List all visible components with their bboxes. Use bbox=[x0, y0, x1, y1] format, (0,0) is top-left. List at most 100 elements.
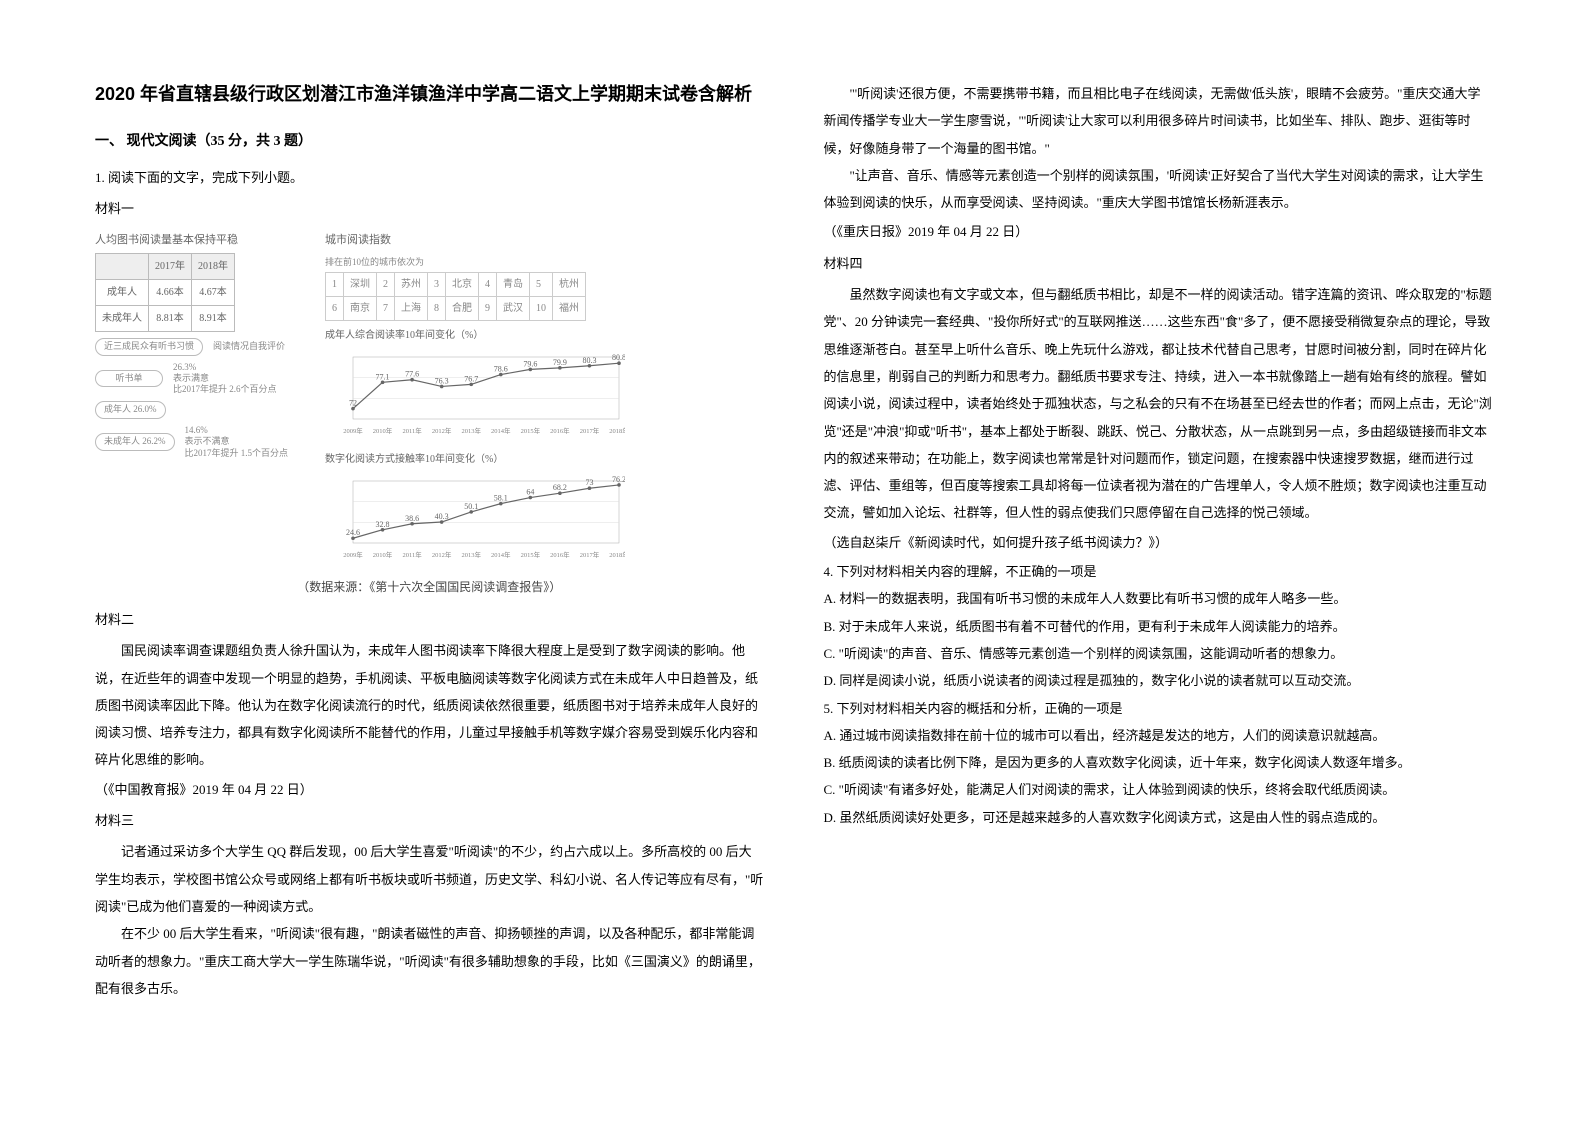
svg-text:2010年: 2010年 bbox=[373, 550, 393, 559]
svg-text:2011年: 2011年 bbox=[402, 426, 422, 435]
q5-option-a: A. 通过城市阅读指数排在前十位的城市可以看出，经济越是发达的地方，人们的阅读意… bbox=[824, 722, 1493, 749]
svg-text:2012年: 2012年 bbox=[432, 550, 452, 559]
panel2-title: 城市阅读指数 bbox=[325, 229, 645, 252]
svg-text:50.1: 50.1 bbox=[464, 502, 478, 511]
svg-text:76.7: 76.7 bbox=[464, 374, 478, 383]
q4-option-d: D. 同样是阅读小说，纸质小说读者的阅读过程是孤独的，数字化小说的读者就可以互动… bbox=[824, 667, 1493, 694]
rank-cell: 合肥 bbox=[446, 296, 479, 320]
side-text: 比2017年提升 2.6个百分点 bbox=[173, 384, 277, 395]
mat4-p1: 虽然数字阅读也有文字或文本，但与翻纸质书相比，却是不一样的阅读活动。错字连篇的资… bbox=[824, 281, 1493, 527]
bubble-adult-pct: 成年人 26.0% bbox=[95, 401, 166, 419]
material-4-label: 材料四 bbox=[824, 250, 1493, 277]
svg-text:2018年: 2018年 bbox=[609, 550, 625, 559]
svg-text:2015年: 2015年 bbox=[521, 426, 541, 435]
rank-cell: 青岛 bbox=[497, 272, 530, 296]
bubble-listen-list: 听书单 bbox=[95, 370, 163, 388]
svg-text:2014年: 2014年 bbox=[491, 426, 511, 435]
svg-text:79.6: 79.6 bbox=[523, 359, 537, 368]
material-3-label: 材料三 bbox=[95, 807, 764, 834]
rank-cell: 南京 bbox=[344, 296, 377, 320]
rank-cell: 3 bbox=[428, 272, 446, 296]
svg-text:80.3: 80.3 bbox=[582, 356, 596, 365]
rank-cell: 杭州 bbox=[553, 272, 586, 296]
rank-cell: 北京 bbox=[446, 272, 479, 296]
mat2-source: （《中国教育报》2019 年 04 月 22 日） bbox=[95, 776, 764, 803]
svg-text:32.8: 32.8 bbox=[376, 520, 390, 529]
rank-cell: 8 bbox=[428, 296, 446, 320]
svg-text:76.3: 76.3 bbox=[435, 376, 449, 385]
side-text: 比2017年提升 1.5个百分点 bbox=[185, 448, 289, 459]
q5-option-b: B. 纸质阅读的读者比例下降，是因为更多的人喜欢数字化阅读，近十年来，数字化阅读… bbox=[824, 749, 1493, 776]
table-cell: 8.81本 bbox=[149, 305, 192, 331]
q5-stem: 5. 下列对材料相关内容的概括和分析，正确的一项是 bbox=[824, 695, 1493, 722]
svg-text:2017年: 2017年 bbox=[580, 550, 600, 559]
right-column: "'听阅读'还很方便，不需要携带书籍，而且相比电子在线阅读，无需做'低头族'，眼… bbox=[824, 80, 1493, 1002]
svg-text:2009年: 2009年 bbox=[343, 550, 363, 559]
panel1-title: 人均图书阅读量基本保持平稳 bbox=[95, 229, 305, 252]
rank-cell: 4 bbox=[479, 272, 497, 296]
rank-cell: 7 bbox=[377, 296, 395, 320]
svg-text:77.1: 77.1 bbox=[376, 372, 390, 381]
city-rank-table: 1 深圳 2 苏州 3 北京 4 青岛 5 杭州 6 bbox=[325, 272, 586, 321]
left-column: 2020 年省直辖县级行政区划潜江市渔洋镇渔洋中学高二语文上学期期末试卷含解析 … bbox=[95, 80, 764, 1002]
svg-text:2010年: 2010年 bbox=[373, 426, 393, 435]
document-title: 2020 年省直辖县级行政区划潜江市渔洋镇渔洋中学高二语文上学期期末试卷含解析 bbox=[95, 80, 764, 109]
svg-text:2017年: 2017年 bbox=[580, 426, 600, 435]
table-cell: 未成年人 bbox=[96, 305, 149, 331]
material-1-label: 材料一 bbox=[95, 195, 764, 222]
page-container: 2020 年省直辖县级行政区划潜江市渔洋镇渔洋中学高二语文上学期期末试卷含解析 … bbox=[0, 0, 1587, 1042]
side-text: 表示满意 bbox=[173, 373, 277, 384]
svg-text:77.6: 77.6 bbox=[405, 369, 419, 378]
chart1-title: 成年人综合阅读率10年间变化（%） bbox=[325, 325, 645, 346]
svg-text:2015年: 2015年 bbox=[521, 550, 541, 559]
side-pct: 26.3% bbox=[173, 362, 277, 373]
rank-cell: 5 bbox=[530, 272, 553, 296]
figure-caption: （数据来源：《第十六次全国国民阅读调查报告》） bbox=[95, 575, 764, 600]
chart1-svg: 7277.177.676.376.778.679.679.980.380.820… bbox=[325, 347, 625, 437]
chart2-svg: 24.632.838.640.350.158.16468.27376.22009… bbox=[325, 471, 625, 561]
svg-text:73: 73 bbox=[585, 478, 593, 487]
chart2-title: 数字化阅读方式接触率10年间变化（%） bbox=[325, 449, 645, 470]
svg-text:2012年: 2012年 bbox=[432, 426, 452, 435]
mat4-source: （选自赵柒斤《新阅读时代，如何提升孩子纸书阅读力？》） bbox=[824, 529, 1493, 556]
bubble-listen-habit: 近三成民众有听书习惯 bbox=[95, 338, 203, 356]
svg-text:24.6: 24.6 bbox=[346, 528, 360, 537]
mat3-p2: 在不少 00 后大学生看来，"听阅读"很有趣，"朗读者磁性的声音、抑扬顿挫的声调… bbox=[95, 920, 764, 1002]
svg-text:58.1: 58.1 bbox=[494, 493, 508, 502]
rank-cell: 9 bbox=[479, 296, 497, 320]
rank-cell: 10 bbox=[530, 296, 553, 320]
svg-text:2016年: 2016年 bbox=[550, 550, 570, 559]
rank-cell: 深圳 bbox=[344, 272, 377, 296]
rank-cell: 福州 bbox=[553, 296, 586, 320]
q5-option-c: C. "听阅读"有诸多好处，能满足人们对阅读的需求，让人体验到阅读的快乐，终将会… bbox=[824, 776, 1493, 803]
material-2-label: 材料二 bbox=[95, 606, 764, 633]
rank-cell: 2 bbox=[377, 272, 395, 296]
q4-option-a: A. 材料一的数据表明，我国有听书习惯的未成年人人数要比有听书习惯的成年人略多一… bbox=[824, 585, 1493, 612]
table-header: 2017年 bbox=[149, 253, 192, 279]
q5-option-d: D. 虽然纸质阅读好处更多，可还是越来越多的人喜欢数字化阅读方式，这是由人性的弱… bbox=[824, 804, 1493, 831]
rank-cell: 苏州 bbox=[395, 272, 428, 296]
rank-cell: 1 bbox=[326, 272, 344, 296]
q4-option-c: C. "听阅读"的声音、音乐、情感等元素创造一个别样的阅读氛围，这能调动听者的想… bbox=[824, 640, 1493, 667]
mat3-p4: "让声音、音乐、情感等元素创造一个别样的阅读氛围，'听阅读'正好契合了当代大学生… bbox=[824, 162, 1493, 217]
table-cell: 成年人 bbox=[96, 279, 149, 305]
figure-block: 人均图书阅读量基本保持平稳 2017年 2018年 成年人 4.66本 4.67… bbox=[95, 229, 764, 600]
side-pct: 14.6% bbox=[185, 425, 289, 436]
q4-option-b: B. 对于未成年人来说，纸质图书有着不可替代的作用，更有利于未成年人阅读能力的培… bbox=[824, 613, 1493, 640]
table-cell: 4.66本 bbox=[149, 279, 192, 305]
reading-amount-table: 2017年 2018年 成年人 4.66本 4.67本 未成年人 8.81本 8… bbox=[95, 253, 235, 332]
svg-text:2013年: 2013年 bbox=[461, 550, 481, 559]
svg-text:2018年: 2018年 bbox=[609, 426, 625, 435]
table-header bbox=[96, 253, 149, 279]
section-1-heading: 一、 现代文阅读（35 分，共 3 题） bbox=[95, 127, 764, 156]
svg-text:2014年: 2014年 bbox=[491, 550, 511, 559]
table-cell: 4.67本 bbox=[192, 279, 235, 305]
mat3-source: （《重庆日报》2019 年 04 月 22 日） bbox=[824, 218, 1493, 245]
svg-text:64: 64 bbox=[526, 487, 534, 496]
table-cell: 8.91本 bbox=[192, 305, 235, 331]
svg-text:2016年: 2016年 bbox=[550, 426, 570, 435]
mat3-p3: "'听阅读'还很方便，不需要携带书籍，而且相比电子在线阅读，无需做'低头族'，眼… bbox=[824, 80, 1493, 162]
rank-cell: 上海 bbox=[395, 296, 428, 320]
svg-text:38.6: 38.6 bbox=[405, 514, 419, 523]
svg-text:79.9: 79.9 bbox=[553, 358, 567, 367]
